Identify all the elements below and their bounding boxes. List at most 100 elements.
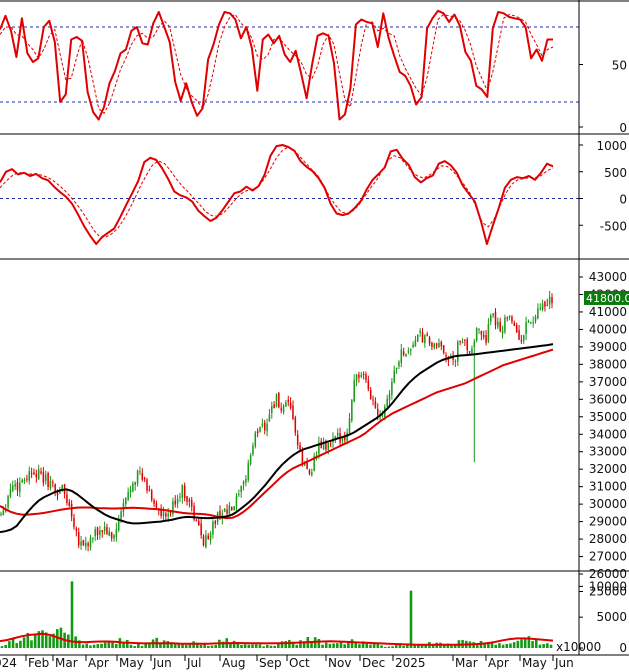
volume-bar xyxy=(512,642,516,648)
candle-body xyxy=(303,463,306,466)
candle-body xyxy=(165,513,167,517)
volume-bar xyxy=(166,640,170,648)
x-tick-label: Mar xyxy=(55,656,78,670)
volume-bar xyxy=(144,643,147,648)
y-tick-label: 500 xyxy=(604,166,627,180)
candle-body xyxy=(179,496,181,498)
candle-body xyxy=(125,498,127,505)
candle-body xyxy=(19,482,21,493)
candle-body xyxy=(205,535,207,548)
candle-body xyxy=(214,521,217,524)
candle-body xyxy=(21,479,23,483)
candle-body xyxy=(454,360,457,362)
moving-average-short xyxy=(0,343,554,534)
volume-bar xyxy=(265,644,269,648)
candle-body xyxy=(551,297,553,304)
volume-bar xyxy=(78,640,81,648)
volume-bar xyxy=(409,590,413,648)
moving-average-long xyxy=(0,348,554,520)
volume-bar xyxy=(195,642,199,648)
volume-bar xyxy=(210,645,214,648)
candle-body xyxy=(101,530,104,533)
candle-body xyxy=(35,473,38,478)
candle-body xyxy=(223,508,226,512)
candle-body xyxy=(134,481,136,485)
candle-body xyxy=(49,481,52,489)
volume-bar xyxy=(277,642,280,648)
candle-body xyxy=(54,484,56,492)
candle-body xyxy=(534,316,537,322)
candle-body xyxy=(136,470,139,484)
candle-body xyxy=(391,382,393,395)
candle-body xyxy=(56,491,59,496)
candle-body xyxy=(202,536,205,546)
candle-body xyxy=(468,351,471,353)
candle-body xyxy=(52,481,54,483)
candle-body xyxy=(546,304,549,306)
volume-bar xyxy=(324,642,328,648)
volume-bar xyxy=(487,641,490,648)
volume-bar xyxy=(383,646,387,648)
candle-body xyxy=(386,399,388,407)
volume-bar xyxy=(328,643,332,648)
volume-bar xyxy=(177,644,181,648)
volume-bar xyxy=(262,646,265,648)
candle-body xyxy=(532,322,534,324)
candle-body xyxy=(520,340,523,342)
candle-body xyxy=(129,489,132,493)
candle-body xyxy=(228,505,231,514)
volume-bar xyxy=(273,645,276,648)
volume-bar xyxy=(125,640,129,648)
volume-bar xyxy=(417,644,420,648)
candle-body xyxy=(376,408,379,415)
candle-body xyxy=(515,325,518,333)
candle-body xyxy=(115,528,118,537)
volume-bar xyxy=(70,581,74,648)
candle-body xyxy=(176,498,179,504)
candle-body xyxy=(301,450,304,464)
x-tick-label: Jun xyxy=(152,656,172,670)
x-tick-label: May xyxy=(119,656,144,670)
candle-body xyxy=(278,392,280,408)
volume-bar xyxy=(188,643,192,648)
volume-bar xyxy=(137,643,140,648)
candle-body xyxy=(325,440,327,450)
y-tick-label: 38000 xyxy=(589,357,627,371)
candle-body xyxy=(40,471,42,474)
volume-bar xyxy=(498,643,501,648)
candle-body xyxy=(160,508,162,516)
candle-body xyxy=(169,512,172,514)
candle-body xyxy=(518,330,520,340)
candle-body xyxy=(150,490,153,501)
candle-body xyxy=(162,511,165,517)
candle-body xyxy=(238,493,240,495)
candle-body xyxy=(464,339,466,341)
candle-body xyxy=(527,321,530,323)
volume-bar xyxy=(332,643,335,648)
candle-body xyxy=(424,335,426,344)
candle-body xyxy=(508,316,511,318)
candle-body xyxy=(80,541,82,546)
y-tick-label: 41000 xyxy=(589,305,627,319)
candle-body xyxy=(530,322,532,324)
candle-body xyxy=(285,401,287,407)
candle-body xyxy=(230,507,233,510)
candle-body xyxy=(256,431,259,434)
candle-body xyxy=(14,484,16,487)
candle-body xyxy=(548,296,551,305)
volume-bar xyxy=(44,632,48,648)
volume-bar xyxy=(336,643,339,648)
volume-bar xyxy=(122,643,125,648)
x-tick-label: Sep xyxy=(259,656,282,670)
volume-bar xyxy=(111,641,114,648)
y-tick-label: 37000 xyxy=(589,375,627,389)
candle-body xyxy=(348,418,351,435)
volume-bar xyxy=(52,633,55,648)
candle-body xyxy=(421,331,424,343)
volume-bar xyxy=(19,640,22,648)
volume-bar xyxy=(243,644,247,648)
volume-bar xyxy=(48,636,52,648)
candle-body xyxy=(327,442,330,450)
last-price-badge xyxy=(584,290,629,305)
candle-body xyxy=(445,354,447,357)
